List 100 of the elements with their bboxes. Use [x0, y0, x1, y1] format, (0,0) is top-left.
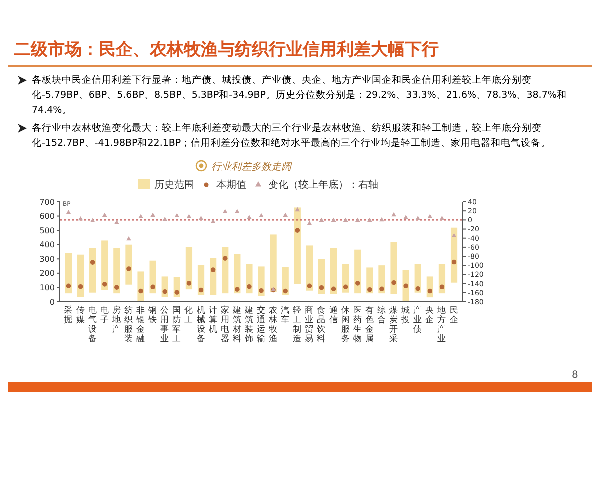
bar — [246, 264, 253, 294]
point — [355, 218, 360, 222]
x-tick-label: 通信 — [329, 305, 338, 326]
x-tick-label: 城投 — [400, 305, 411, 326]
point — [428, 288, 433, 294]
bar — [270, 234, 277, 292]
point — [186, 214, 192, 218]
x-tick-label: 电子 — [100, 305, 110, 326]
point — [331, 286, 336, 292]
bar — [102, 240, 108, 290]
bar — [258, 266, 265, 296]
point — [235, 287, 240, 292]
bar — [65, 253, 72, 294]
bar — [318, 259, 326, 294]
point — [416, 286, 421, 292]
bar — [450, 228, 458, 283]
point — [138, 214, 144, 218]
x-tick-label: 综合 — [377, 305, 386, 326]
y-tick-label: 200 — [40, 269, 55, 278]
point — [247, 284, 252, 290]
bar — [186, 247, 193, 290]
y-tick-label: 700 — [40, 198, 55, 207]
chart-subtitle: 行业利差多数走阔 — [212, 161, 292, 173]
point — [404, 284, 408, 289]
bar — [90, 248, 96, 293]
point — [380, 217, 384, 222]
x-tick-label: 采掘 — [64, 305, 74, 326]
x-tick-label: 国防军工 — [172, 306, 182, 344]
point — [174, 213, 180, 218]
y-tick-label: 300 — [40, 254, 55, 264]
bar — [390, 242, 398, 294]
x-tick-label: 交通运输 — [257, 305, 266, 344]
point — [162, 216, 168, 222]
x-tick-label: 产业债 — [414, 305, 423, 335]
point — [198, 288, 204, 293]
point — [66, 210, 72, 214]
bar — [414, 264, 422, 293]
bar — [210, 258, 217, 296]
x-tick-label: 汽车 — [281, 305, 290, 326]
point — [283, 212, 288, 218]
x-tick-label: 纺织服装 — [124, 305, 134, 344]
point — [126, 266, 132, 272]
bar — [234, 254, 241, 294]
text: 各板块中民企信用利差下行显著：地产债、城投债、产业债、央企、地方产业国企和民企信用利差较上年底分别变化-5.79BP、6BP、5.6BP、8.5BP、5.3BP和-34.9BP。历史分位数分别是：29.2%、33.3%、21.6%、78.3%、38.7%和74.4%。 — [32, 74, 568, 118]
point — [222, 209, 228, 214]
chart-title: 二级市场：民企、农林牧渔与纺织行业信用利差大幅下行 — [8, 8, 592, 67]
point — [368, 287, 372, 292]
y-tick-label: 600 — [40, 212, 55, 222]
legend-label: 本期值 — [216, 179, 246, 191]
point — [247, 215, 252, 220]
point — [150, 284, 156, 290]
bar — [114, 248, 120, 294]
y-tick-label: 400 — [40, 240, 55, 250]
point — [259, 213, 264, 218]
legend-label: 历史范围 — [154, 179, 194, 191]
y-tick-label: 100 — [40, 284, 55, 293]
point — [404, 215, 408, 220]
x-tick-label: 计算机 — [208, 305, 218, 335]
point — [452, 233, 457, 238]
point — [295, 228, 300, 233]
point — [440, 216, 445, 220]
y-tick-label: 0 — [50, 298, 55, 307]
bar — [438, 264, 446, 294]
bar — [330, 248, 338, 294]
point — [283, 288, 288, 294]
point — [428, 214, 433, 218]
x-tick-label: 钢铁 — [148, 305, 158, 326]
x-tick-label: 传媒 — [76, 305, 86, 326]
x-tick-label: 建筑材料 — [232, 305, 242, 344]
point — [355, 281, 360, 286]
point — [126, 236, 132, 241]
point — [90, 218, 96, 222]
point — [343, 218, 348, 222]
point — [186, 281, 192, 286]
point — [416, 216, 421, 220]
point — [307, 221, 312, 226]
bar — [354, 250, 362, 294]
text: 8 — [572, 370, 578, 381]
x-tick-label: 食品饮料 — [316, 305, 326, 344]
point — [174, 290, 180, 295]
point — [380, 286, 384, 292]
point — [138, 288, 144, 294]
point — [295, 207, 300, 212]
point — [102, 282, 108, 287]
bar — [402, 270, 410, 302]
x-tick-label: 商业贸易 — [305, 305, 314, 344]
text: 各行业中农林牧渔变化最大：较上年底利差变动最大的三个行业是农林牧渔、纺织服装和轻工制造，较上年底分别变化-152.7BP、-41.98BP和22.1BP；信用利差分位数和绝对水平最高的三个行业均是轻工制造、家用电器和电气设备。 — [32, 122, 552, 151]
bar — [150, 260, 156, 294]
bar — [77, 254, 84, 297]
point — [150, 212, 156, 218]
point — [102, 212, 108, 218]
bar — [126, 244, 132, 285]
x-tick-label: 煤炭开采 — [390, 305, 399, 344]
x-tick-label: 电气设备 — [88, 305, 98, 344]
point — [392, 280, 396, 286]
x-tick-label: 农林牧渔 — [268, 305, 278, 344]
bar — [222, 247, 229, 294]
x-tick-label: 房地产 — [111, 305, 122, 335]
x-tick-label: 公用事业 — [160, 305, 170, 344]
bar — [306, 246, 314, 291]
